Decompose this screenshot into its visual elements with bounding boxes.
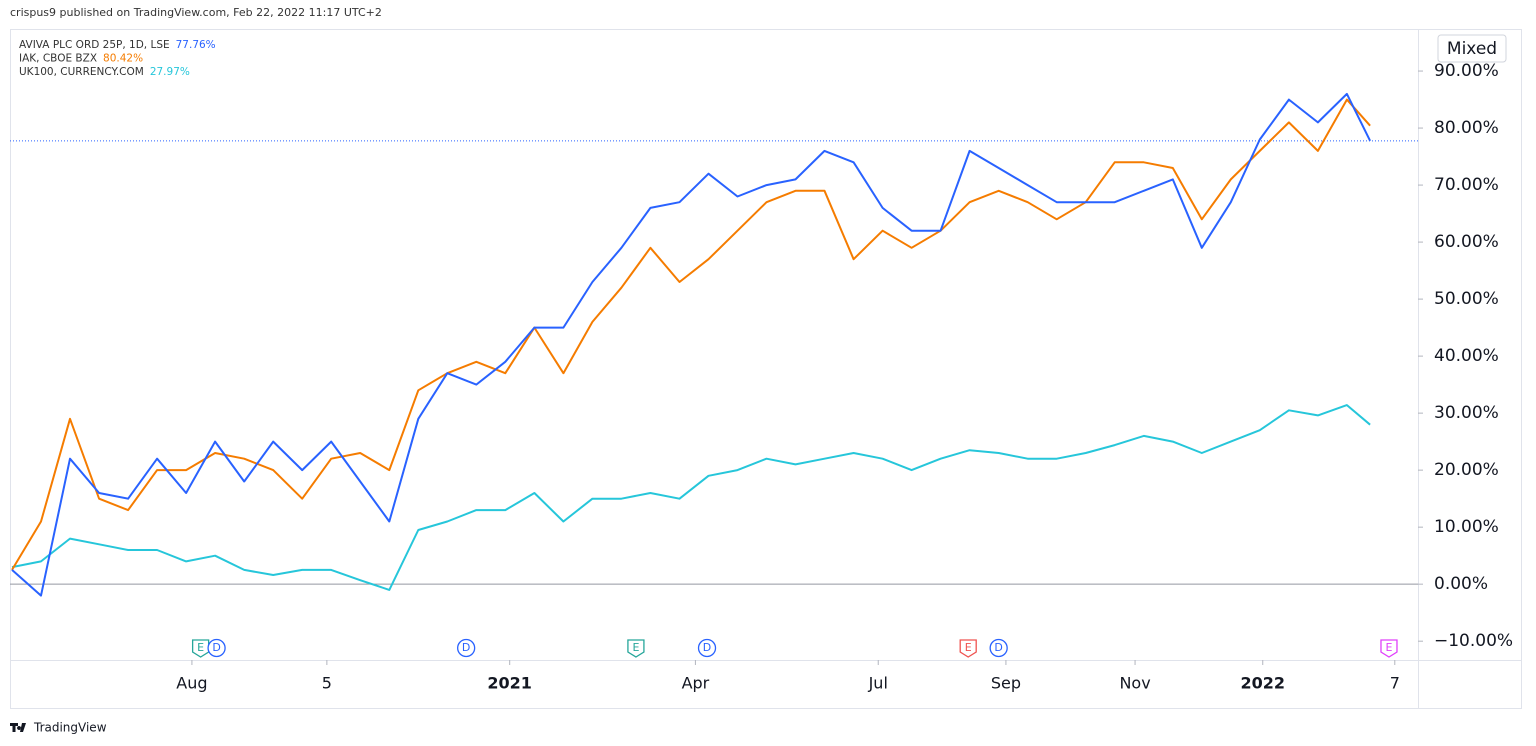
y-tick-label: 80.00%: [1434, 118, 1499, 138]
event-label: E: [632, 641, 639, 654]
event-marker[interactable]: D: [207, 638, 226, 658]
x-tick-label: Apr: [682, 674, 710, 693]
x-tick-label: 5: [322, 674, 332, 693]
event-label: D: [994, 641, 1002, 654]
chart-frame: [10, 29, 1522, 709]
x-tick-label: Jul: [868, 674, 888, 693]
y-tick-label: 50.00%: [1434, 289, 1499, 309]
event-label: D: [703, 641, 711, 654]
y-tick-label: 30.00%: [1434, 403, 1499, 423]
event-label: E: [965, 641, 972, 654]
event-badge: [627, 639, 645, 658]
event-marker[interactable]: D: [697, 638, 717, 658]
y-tick-label: 70.00%: [1434, 175, 1499, 195]
scale-button[interactable]: [1437, 34, 1507, 63]
event-label: D: [212, 641, 220, 654]
y-tick-label: 40.00%: [1434, 346, 1499, 366]
x-tick-label: 7: [1390, 674, 1400, 693]
legend-value: 77.76%: [176, 39, 216, 51]
series-line: [11, 404, 1371, 591]
legend-value: 80.42%: [103, 53, 143, 65]
event-marker[interactable]: D: [989, 638, 1008, 658]
series-line: [11, 92, 1371, 597]
event-badge: [1380, 639, 1398, 658]
event-badge: [697, 638, 717, 658]
event-badge: [207, 638, 226, 658]
y-tick-label: 10.00%: [1434, 517, 1499, 537]
y-tick-label: 90.00%: [1434, 61, 1499, 81]
y-tick-label: −10.00%: [1434, 631, 1513, 651]
event-badge: [959, 639, 977, 658]
event-badge: [989, 638, 1008, 658]
event-marker[interactable]: E: [959, 639, 977, 658]
x-tick-label: 2022: [1240, 674, 1285, 693]
publish-info: crispus9 published on TradingView.com, F…: [10, 6, 382, 19]
event-marker[interactable]: E: [1380, 639, 1398, 658]
event-label: E: [197, 641, 204, 654]
x-tick-label: Nov: [1119, 674, 1150, 693]
event-marker[interactable]: D: [457, 638, 476, 658]
event-label: E: [1386, 641, 1393, 654]
event-badge: [191, 639, 210, 658]
logo: [10, 723, 26, 732]
event-marker[interactable]: E: [627, 639, 645, 658]
event-label: D: [462, 641, 470, 654]
legend-label: IAK, CBOE BZX: [19, 53, 97, 65]
legend-value: 27.97%: [150, 66, 190, 78]
event-badge: [457, 638, 476, 658]
event-marker[interactable]: E: [191, 639, 210, 658]
y-tick-label: 20.00%: [1434, 460, 1499, 480]
footer-brand: TradingView: [33, 721, 107, 735]
x-tick-label: 2021: [487, 674, 532, 693]
x-tick-label: Aug: [176, 674, 207, 693]
scale-button-label[interactable]: Mixed: [1447, 39, 1497, 59]
y-tick-label: 60.00%: [1434, 232, 1499, 252]
legend-label: AVIVA PLC ORD 25P, 1D, LSE: [19, 39, 170, 51]
legend-label: UK100, CURRENCY.COM: [19, 66, 144, 78]
y-tick-label: 0.00%: [1434, 574, 1488, 594]
series-line: [11, 98, 1371, 571]
x-tick-label: Sep: [991, 674, 1021, 693]
